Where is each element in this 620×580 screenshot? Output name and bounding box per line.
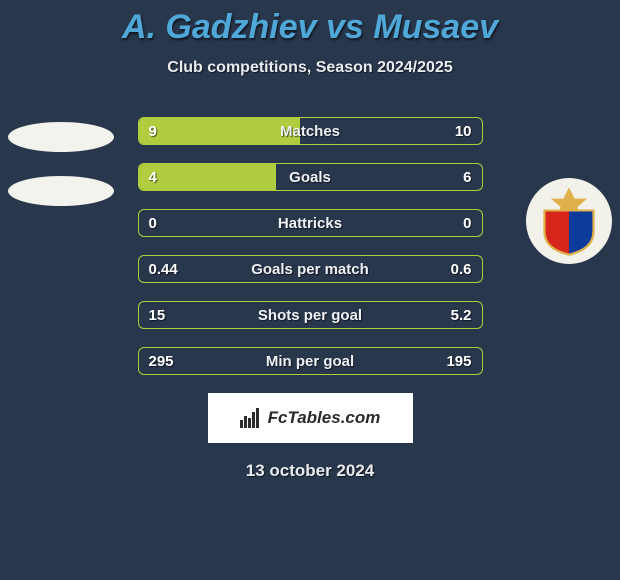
subtitle: Club competitions, Season 2024/2025 [0, 59, 620, 77]
stat-bar: 15 Shots per goal 5.2 [138, 301, 483, 329]
stat-bar: 9 Matches 10 [138, 117, 483, 145]
stat-right-value: 195 [446, 348, 471, 374]
stat-right-value: 0.6 [451, 256, 472, 282]
team-badge-left-2 [8, 176, 114, 206]
fctables-branding[interactable]: FcTables.com [208, 393, 413, 443]
stat-label: Hattricks [139, 210, 482, 236]
stat-label: Shots per goal [139, 302, 482, 328]
stat-bar: 4 Goals 6 [138, 163, 483, 191]
stat-label: Goals per match [139, 256, 482, 282]
team-badge-right [526, 178, 612, 264]
title-player-left: A. Gadzhiev [122, 8, 317, 46]
bar-chart-icon [240, 408, 262, 428]
title-player-right: Musaev [373, 8, 498, 46]
stat-right-value: 5.2 [451, 302, 472, 328]
stat-right-value: 6 [463, 164, 471, 190]
stat-right-value: 0 [463, 210, 471, 236]
stat-bar: 0.44 Goals per match 0.6 [138, 255, 483, 283]
stat-label: Min per goal [139, 348, 482, 374]
stat-right-value: 10 [455, 118, 472, 144]
stat-bar: 0 Hattricks 0 [138, 209, 483, 237]
comparison-title: A. Gadzhiev vs Musaev [0, 0, 620, 47]
title-vs: vs [326, 8, 364, 46]
stat-label: Matches [139, 118, 482, 144]
stats-bars: 9 Matches 10 4 Goals 6 0 Hattricks 0 0.4… [138, 117, 483, 375]
branding-label: FcTables.com [268, 408, 381, 428]
date-label: 13 october 2024 [0, 461, 620, 481]
team-badge-left-1 [8, 122, 114, 152]
cska-logo-icon [534, 186, 604, 256]
stat-bar: 295 Min per goal 195 [138, 347, 483, 375]
stat-label: Goals [139, 164, 482, 190]
